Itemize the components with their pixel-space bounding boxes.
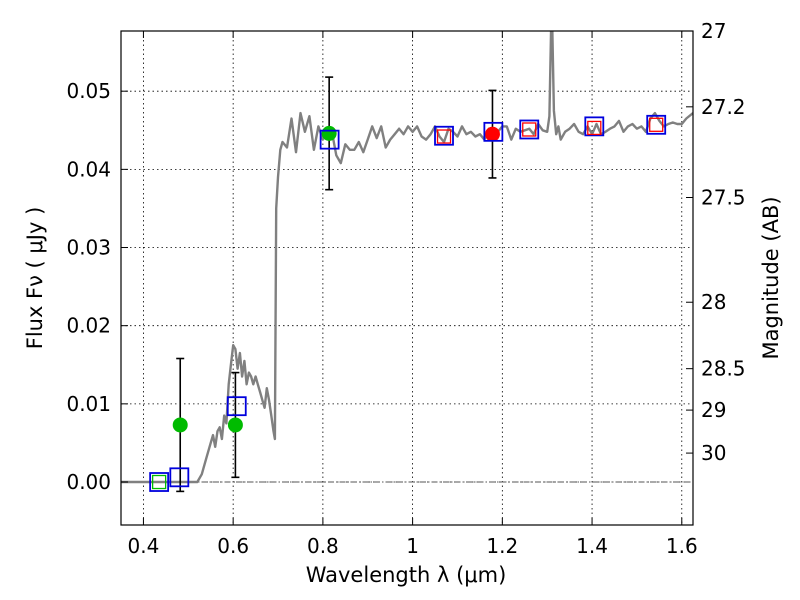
- data-point: [484, 126, 500, 142]
- y-tick-label: 0.03: [66, 236, 111, 260]
- model-square-marker: [584, 116, 605, 137]
- data-point: [172, 417, 188, 433]
- inner-square-marker: [522, 122, 537, 137]
- model-square-marker: [149, 472, 170, 492]
- y-tick-label: 0.02: [66, 314, 111, 338]
- x-tick-label: 1.2: [486, 534, 518, 558]
- model-square-marker: [226, 396, 247, 417]
- y-tick-label: 0.04: [66, 157, 111, 181]
- x-tick-label: 0.6: [217, 534, 249, 558]
- plot-frame: [120, 30, 694, 526]
- x-tick-label: 0.4: [128, 534, 160, 558]
- y-tick-label: 0.05: [66, 79, 111, 103]
- right-tick-label: 27.2: [701, 95, 746, 119]
- axis-ticks: 0.4 0.6 0.8 1 1.2 1.4 1.6 0.00 0.01 0.02 0.03 0.04 0…: [66, 19, 745, 558]
- x-axis-title: Wavelength λ (μm): [306, 563, 507, 587]
- x-tick-label: 1.6: [666, 534, 698, 558]
- inner-square-marker: [151, 474, 167, 490]
- model-square-marker: [519, 119, 540, 140]
- inner-square-marker: [649, 117, 664, 132]
- y-tick-label: 0.01: [66, 392, 111, 416]
- model-square-marker: [319, 129, 340, 150]
- plot-area: [121, 31, 693, 493]
- model-square-marker: [483, 121, 504, 142]
- model-square-marker: [169, 467, 190, 488]
- data-point: [321, 125, 337, 141]
- inner-square-marker: [436, 129, 452, 144]
- grid-lines: [121, 31, 693, 525]
- right-axis-title: Magnitude (AB): [759, 196, 783, 359]
- right-tick-label: 29: [701, 398, 726, 422]
- inner-square-marker: [587, 120, 602, 136]
- model-square-marker: [646, 114, 667, 135]
- x-tick-label: 0.8: [307, 534, 339, 558]
- model-square-marker: [434, 125, 454, 146]
- right-tick-label: 28: [701, 290, 726, 314]
- right-tick-label: 27.5: [701, 185, 746, 209]
- right-tick-label: 27: [701, 19, 726, 43]
- right-tick-label: 28.5: [701, 357, 746, 381]
- right-tick-label: 30: [701, 441, 726, 465]
- y-tick-label: 0.00: [66, 470, 111, 494]
- data-point: [227, 417, 243, 433]
- y-axis-title: Flux Fν ( μJy ): [23, 207, 47, 350]
- x-tick-label: 1.4: [576, 534, 608, 558]
- sed-model-curve: [121, 31, 693, 484]
- x-tick-label: 1: [406, 534, 419, 558]
